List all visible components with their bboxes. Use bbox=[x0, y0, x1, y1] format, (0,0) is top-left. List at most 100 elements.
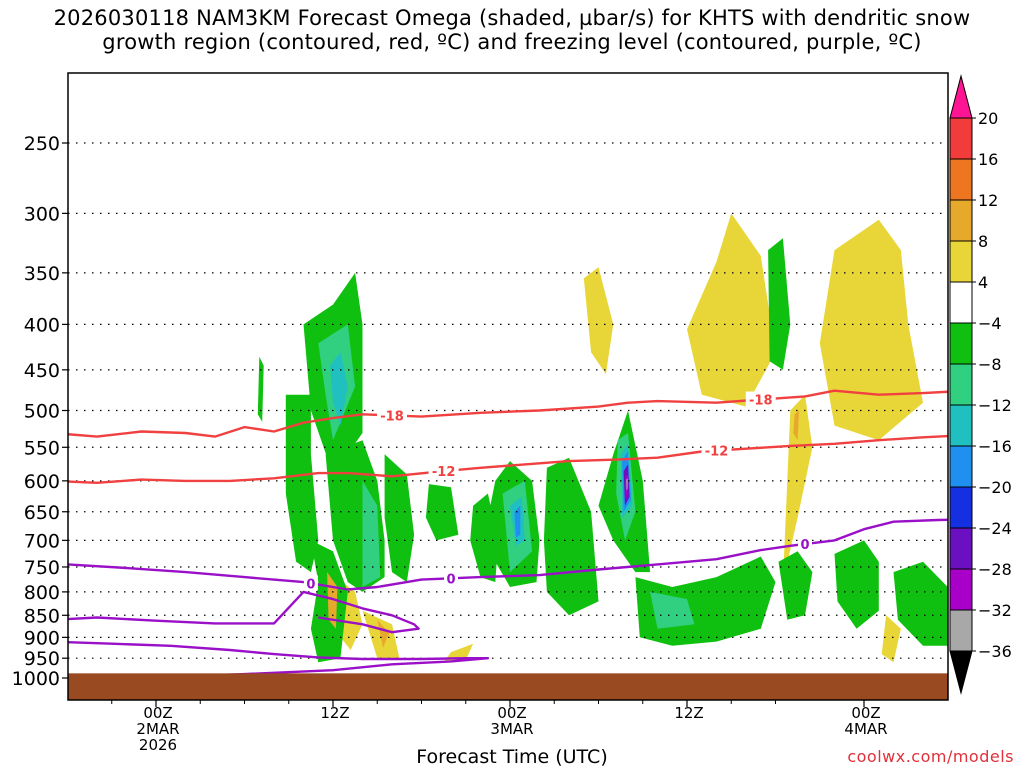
omega-region-yellow-2 bbox=[583, 267, 614, 375]
omega-region-teal-31 bbox=[650, 591, 695, 629]
x-tick-label-0-0: 00Z bbox=[143, 704, 172, 722]
omega-region-yellow-3 bbox=[782, 394, 813, 583]
contour-label-freezing_level-1: 0 bbox=[306, 577, 315, 592]
x-tick-label-4-0: 00Z bbox=[851, 704, 880, 722]
colorbar-label-7: −12 bbox=[978, 396, 1012, 415]
y-tick-label-400: 400 bbox=[24, 314, 60, 336]
contour-dgz_top bbox=[68, 389, 948, 438]
omega-region-gray-39 bbox=[626, 478, 628, 491]
colorbar-label-10: −24 bbox=[978, 519, 1012, 538]
contour-dgz_bottom bbox=[68, 434, 948, 484]
x-tick-label-1-0: 12Z bbox=[320, 704, 349, 722]
omega-region-green-16 bbox=[470, 493, 499, 583]
y-axis-ticks: 250 300 350 400 450 500 550 600 650 700 750 8008509… bbox=[12, 133, 68, 690]
colorbar-top-arrow bbox=[949, 74, 973, 119]
omega-shading bbox=[0, 213, 948, 663]
contour-freezing_level_low bbox=[68, 590, 420, 634]
colorbar-label-1: 16 bbox=[978, 150, 998, 169]
omega-region-green-14 bbox=[425, 484, 459, 541]
contour-freezing_level bbox=[68, 518, 948, 591]
plot-frame bbox=[67, 72, 949, 701]
y-tick-label-800: 800 bbox=[24, 582, 60, 604]
omega-region-green-24 bbox=[0, 529, 1, 587]
y-tick-label-250: 250 bbox=[24, 133, 60, 155]
y-tick-label-900: 900 bbox=[24, 627, 60, 649]
omega-region-blue-36 bbox=[514, 505, 521, 538]
colorbar-box-4 bbox=[949, 240, 973, 283]
ground-fill bbox=[68, 673, 948, 700]
contour-label-bg-dgz_top-2 bbox=[745, 391, 776, 407]
pressure-gridlines bbox=[68, 142, 948, 679]
y-tick-label-450: 450 bbox=[24, 360, 60, 382]
x-tick-label-2-1: 3MAR bbox=[490, 720, 533, 738]
omega-region-green-25 bbox=[257, 356, 264, 422]
colorbar: 20 16 12 8 4 −4 −8 −12 −16 −20 −24 −28 −32 −36 bbox=[949, 74, 1012, 695]
contour-label-bg-dgz_top-1 bbox=[377, 407, 407, 423]
contour-label-dgz_top-1: -18 bbox=[380, 409, 404, 424]
colorbar-box-8 bbox=[949, 404, 973, 447]
y-tick-label-350: 350 bbox=[24, 263, 60, 285]
x-axis-title: Forecast Time (UTC) bbox=[416, 746, 608, 768]
colorbar-box-7 bbox=[949, 363, 973, 406]
contour-freezing_level_bottom bbox=[68, 640, 490, 678]
y-tick-label-650: 650 bbox=[24, 502, 60, 524]
omega-region-green-20 bbox=[834, 540, 879, 629]
omega-region-teal-28 bbox=[362, 480, 381, 587]
omega-region-green-12 bbox=[384, 454, 415, 583]
y-tick-label-600: 600 bbox=[24, 471, 60, 493]
colorbar-label-5: −4 bbox=[978, 314, 1002, 333]
colorbar-box-1 bbox=[949, 117, 973, 160]
ground-surface bbox=[68, 673, 948, 700]
contour-label-freezing_level-2: 0 bbox=[446, 572, 455, 587]
colorbar-label-9: −20 bbox=[978, 478, 1012, 497]
omega-region-green-17 bbox=[543, 457, 599, 616]
colorbar-label-4: 4 bbox=[978, 273, 988, 292]
colorbar-label-2: 12 bbox=[978, 191, 998, 210]
colorbar-bottom-arrow bbox=[949, 650, 973, 695]
contour-label-dgz_bottom-2: -12 bbox=[705, 445, 729, 460]
omega-region-green-26 bbox=[768, 238, 791, 370]
colorbar-box-6 bbox=[949, 322, 973, 365]
colorbar-box-10 bbox=[949, 486, 973, 529]
omega-region-orange-42 bbox=[793, 410, 800, 441]
y-tick-label-550: 550 bbox=[24, 437, 60, 459]
contour-label-bg-freezing_level-3 bbox=[798, 536, 812, 552]
contour-label-freezing_level-3: 0 bbox=[800, 538, 809, 553]
contour-label-dgz_top-2: -18 bbox=[749, 394, 773, 409]
colorbar-label-13: −36 bbox=[978, 642, 1012, 661]
credit-text: coolwx.com/models bbox=[847, 747, 1014, 766]
x-tick-label-4-1: 4MAR bbox=[844, 720, 887, 738]
y-tick-label-300: 300 bbox=[24, 203, 60, 225]
omega-region-yellow-0 bbox=[687, 213, 776, 407]
omega-region-orange-41 bbox=[377, 619, 390, 648]
y-tick-label-500: 500 bbox=[24, 401, 60, 423]
omega-region-green-21 bbox=[778, 551, 813, 620]
colorbar-label-8: −16 bbox=[978, 437, 1012, 456]
chart-title-line-2: growth region (contoured, red, ºC) and f… bbox=[102, 30, 922, 54]
colorbar-box-12 bbox=[949, 568, 973, 611]
y-tick-label-1000: 1000 bbox=[12, 668, 60, 690]
x-tick-label-2-0: 00Z bbox=[497, 704, 526, 722]
omega-region-yellow-1 bbox=[819, 219, 923, 441]
chart-title-line-1: 2026030118 NAM3KM Forecast Omega (shaded… bbox=[53, 6, 971, 30]
omega-region-green-10 bbox=[285, 394, 319, 573]
y-tick-label-850: 850 bbox=[24, 605, 60, 627]
contour-label-bg-freezing_level-2 bbox=[444, 570, 458, 586]
colorbar-box-11 bbox=[949, 527, 973, 570]
colorbar-box-2 bbox=[949, 158, 973, 201]
y-tick-label-750: 750 bbox=[24, 557, 60, 579]
colorbar-label-11: −28 bbox=[978, 560, 1012, 579]
y-tick-label-700: 700 bbox=[24, 530, 60, 552]
colorbar-box-13 bbox=[949, 609, 973, 652]
colorbar-label-3: 8 bbox=[978, 232, 988, 251]
omega-region-cyan-32 bbox=[330, 352, 348, 426]
omega-region-yellow-8 bbox=[881, 615, 901, 663]
colorbar-label-0: 20 bbox=[978, 109, 998, 128]
x-tick-label-0-1: 2MAR bbox=[136, 720, 179, 738]
colorbar-box-5 bbox=[949, 281, 973, 324]
x-tick-label-0-2: 2026 bbox=[139, 736, 177, 754]
omega-region-green-22 bbox=[893, 561, 948, 646]
